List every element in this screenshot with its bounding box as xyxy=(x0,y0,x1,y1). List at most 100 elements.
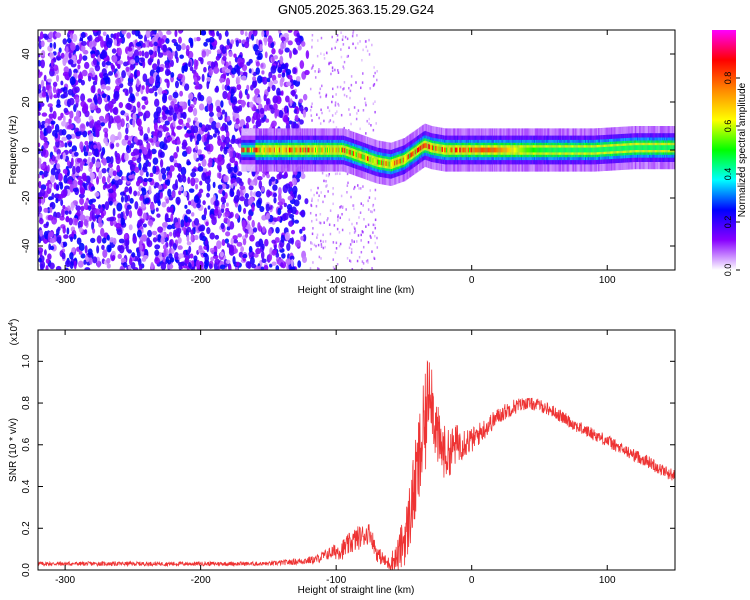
sparse-cell xyxy=(309,211,312,215)
noise-cell xyxy=(40,59,45,69)
noise-cell xyxy=(186,234,190,243)
noise-cell xyxy=(120,257,127,264)
noise-cell xyxy=(131,156,137,162)
noise-cell xyxy=(119,191,126,196)
noise-cell xyxy=(132,118,136,128)
noise-cell xyxy=(257,222,261,231)
noise-cell xyxy=(189,134,193,142)
noise-cell xyxy=(278,109,284,119)
noise-cell xyxy=(114,85,121,91)
noise-cell xyxy=(214,127,219,134)
sparse-cell xyxy=(358,187,360,190)
noise-cell xyxy=(194,234,199,241)
noise-cell xyxy=(217,154,223,163)
noise-cell xyxy=(141,50,145,57)
sparse-cell xyxy=(373,82,376,86)
noise-cell xyxy=(273,192,277,198)
noise-cell xyxy=(255,61,260,67)
sparse-cell xyxy=(325,174,328,177)
noise-cell xyxy=(164,179,168,185)
noise-cell xyxy=(101,60,106,68)
noise-cell xyxy=(59,154,64,160)
noise-cell xyxy=(190,177,196,187)
noise-cell xyxy=(129,257,133,266)
noise-cell xyxy=(64,142,68,148)
sparse-cell xyxy=(343,87,345,90)
sparse-cell xyxy=(337,69,339,72)
noise-cell xyxy=(63,174,68,184)
noise-cell xyxy=(47,253,52,260)
sparse-cell xyxy=(312,227,314,230)
noise-cell xyxy=(105,156,111,164)
noise-cell xyxy=(124,194,128,203)
noise-cell xyxy=(203,207,207,217)
noise-cell xyxy=(71,247,76,253)
sparse-cell xyxy=(349,243,352,246)
noise-cell xyxy=(208,170,212,177)
noise-cell xyxy=(237,204,242,213)
noise-cell xyxy=(124,152,129,162)
noise-cell xyxy=(57,88,63,94)
noise-cell xyxy=(96,235,102,244)
noise-cell xyxy=(55,184,60,191)
sparse-cell xyxy=(321,171,324,175)
noise-cell xyxy=(226,38,230,46)
noise-cell xyxy=(136,78,140,88)
noise-cell xyxy=(38,218,44,225)
noise-cell xyxy=(97,96,103,105)
noise-cell xyxy=(75,205,81,211)
noise-cell xyxy=(155,74,160,84)
noise-cell xyxy=(160,236,165,245)
noise-cell xyxy=(120,110,126,116)
sparse-cell xyxy=(311,46,313,49)
noise-cell xyxy=(90,85,95,93)
noise-cell xyxy=(102,158,107,166)
noise-cell xyxy=(157,234,162,241)
noise-cell xyxy=(154,182,160,188)
noise-cell xyxy=(218,33,222,41)
noise-cell xyxy=(91,212,96,221)
noise-cell xyxy=(170,72,175,78)
sparse-cell xyxy=(353,185,356,189)
noise-cell xyxy=(48,231,54,238)
noise-cell xyxy=(293,108,298,114)
noise-cell xyxy=(65,215,70,222)
sparse-cell xyxy=(349,96,351,100)
noise-cell xyxy=(201,168,208,173)
sparse-cell xyxy=(374,71,376,75)
noise-cell xyxy=(280,234,285,243)
noise-cell xyxy=(62,71,69,77)
sparse-cell xyxy=(315,218,318,222)
sparse-cell xyxy=(369,210,372,213)
noise-cell xyxy=(97,34,102,42)
noise-cell xyxy=(182,175,187,183)
noise-cell xyxy=(108,182,112,187)
noise-cell xyxy=(48,88,52,96)
noise-cell xyxy=(76,110,80,119)
sparse-cell xyxy=(367,261,369,264)
noise-cell xyxy=(63,66,70,74)
noise-cell xyxy=(124,134,129,141)
noise-cell xyxy=(116,63,121,70)
noise-cell xyxy=(96,141,101,151)
noise-cell xyxy=(259,43,263,52)
noise-cell xyxy=(179,90,184,97)
sparse-cell xyxy=(348,259,351,262)
noise-cell xyxy=(48,183,52,189)
noise-cell xyxy=(292,185,298,195)
sparse-cell xyxy=(336,110,338,113)
sparse-cell xyxy=(313,243,316,247)
noise-cell xyxy=(190,229,194,235)
noise-cell xyxy=(295,36,302,46)
noise-cell xyxy=(170,59,174,68)
sparse-cell xyxy=(343,60,346,64)
sparse-cell xyxy=(376,236,378,240)
noise-cell xyxy=(219,77,225,83)
noise-cell xyxy=(201,158,207,167)
noise-cell xyxy=(239,185,246,191)
sparse-cell xyxy=(314,70,316,73)
noise-cell xyxy=(229,150,233,159)
noise-cell xyxy=(299,228,303,234)
noise-cell xyxy=(203,66,207,73)
noise-cell xyxy=(41,195,45,205)
